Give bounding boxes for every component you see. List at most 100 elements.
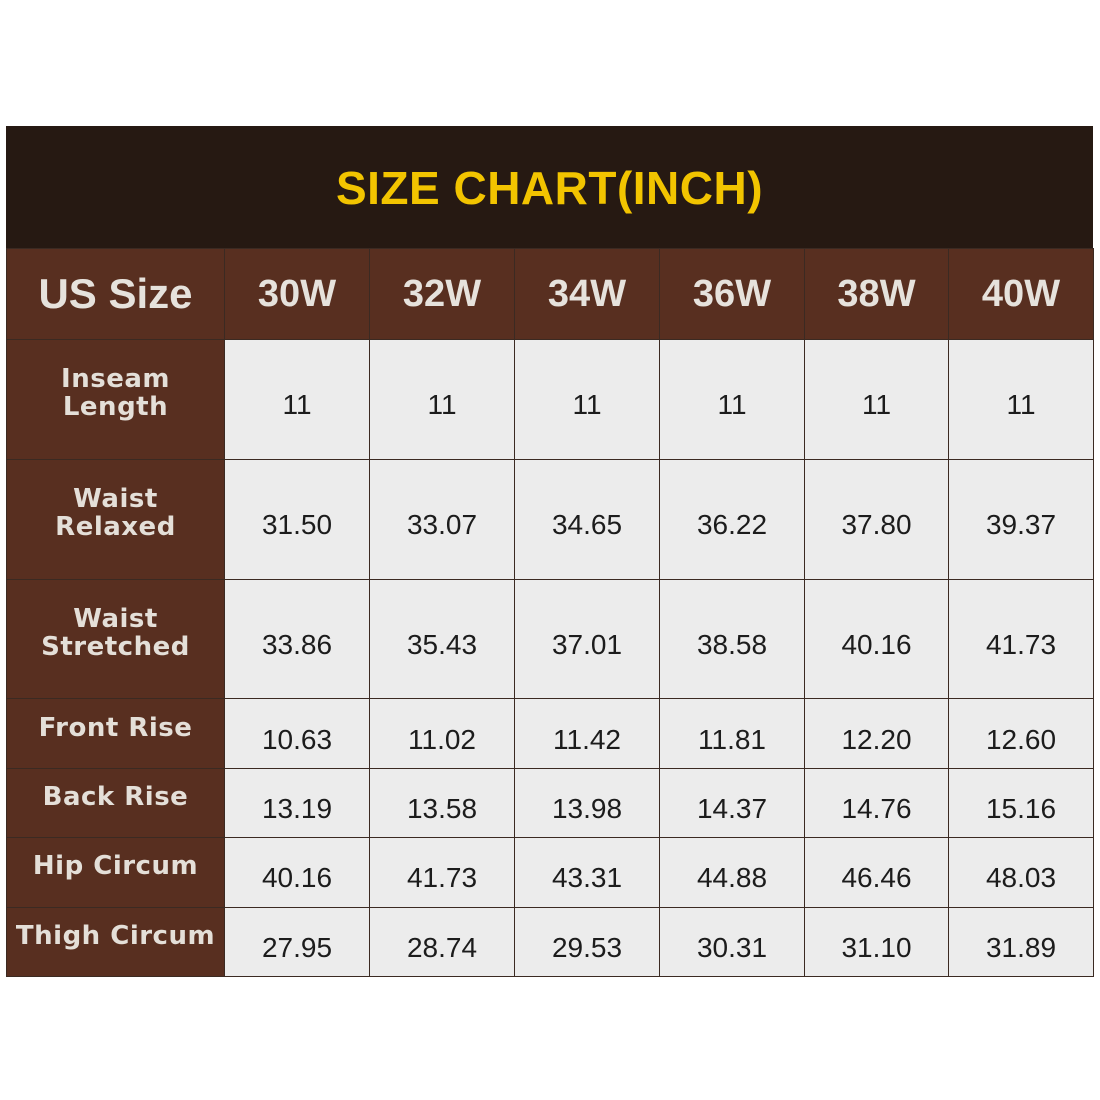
cell-value: 46.46 — [841, 862, 912, 894]
table-row: Waist Relaxed 31.50 33.07 34.65 36.22 37.80 39… — [6, 458, 1094, 580]
row-label: Front Rise — [6, 698, 225, 769]
header-size: 36W — [659, 248, 805, 340]
cell-value: 11 — [1006, 389, 1036, 421]
cell-value: 29.53 — [551, 931, 623, 963]
table-cell: 38.58 — [659, 578, 805, 700]
table-cell: 40.16 — [224, 837, 370, 908]
cell-value: 11.02 — [408, 723, 476, 755]
table-cell: 46.46 — [804, 837, 949, 908]
table-cell: 30.31 — [659, 906, 805, 978]
table-cell: 40.16 — [804, 578, 949, 700]
row-label-text: Waist Stretched — [41, 604, 190, 663]
cell-value: 33.07 — [406, 509, 478, 541]
header-size: 32W — [369, 248, 515, 340]
row-label-text: Back Rise — [42, 782, 189, 813]
cell-value: 11 — [861, 389, 892, 421]
table-cell: 13.58 — [369, 767, 515, 839]
table-cell: 33.86 — [224, 578, 370, 700]
table-cell: 28.74 — [369, 906, 515, 978]
table-row: Inseam Length 11 11 11 11 11 11 — [6, 339, 1094, 460]
table-cell: 13.98 — [514, 767, 660, 839]
cell-value: 11.42 — [553, 723, 621, 755]
cell-value: 44.88 — [696, 862, 768, 894]
cell-value: 37.01 — [551, 629, 623, 661]
cell-value: 11 — [282, 389, 312, 421]
table-cell: 39.37 — [948, 458, 1094, 580]
table-cell: 14.37 — [659, 767, 805, 839]
cell-value: 40.16 — [261, 862, 333, 894]
table-cell: 41.73 — [369, 837, 515, 908]
header-us-size-label: US Size — [6, 248, 225, 340]
title-bar: SIZE CHART(INCH) — [6, 126, 1093, 248]
header-row: US Size 30W 32W 34W 36W 38W 40W — [6, 248, 1094, 340]
cell-value: 11 — [717, 389, 747, 421]
table-cell: 44.88 — [659, 837, 805, 908]
cell-value: 31.89 — [985, 931, 1057, 963]
cell-value: 15.16 — [985, 793, 1057, 825]
table-cell: 43.31 — [514, 837, 660, 908]
table-cell: 15.16 — [948, 767, 1094, 839]
table-cell: 11 — [659, 339, 805, 460]
table-cell: 27.95 — [224, 906, 370, 978]
table-cell: 11 — [948, 339, 1094, 460]
cell-value: 31.50 — [261, 509, 333, 541]
size-table: US Size 30W 32W 34W 36W 38W 40W Inseam L… — [6, 248, 1094, 978]
table-cell: 12.60 — [948, 698, 1094, 769]
table-cell: 14.76 — [804, 767, 949, 839]
table-cell: 41.73 — [948, 578, 1094, 700]
cell-value: 41.73 — [406, 862, 478, 894]
cell-value: 10.63 — [261, 723, 333, 755]
cell-value: 27.95 — [261, 931, 333, 963]
cell-value: 12.20 — [841, 723, 912, 755]
cell-value: 14.76 — [841, 793, 912, 825]
row-label: Waist Stretched — [6, 578, 225, 700]
row-label-text: Hip Circum — [32, 851, 199, 882]
table-cell: 11.81 — [659, 698, 805, 769]
cell-value: 40.16 — [841, 629, 912, 661]
row-label-text: Waist Relaxed — [55, 484, 176, 543]
table-cell: 11 — [804, 339, 949, 460]
size-chart: SIZE CHART(INCH) US Size 30W 32W 34W 36W… — [6, 126, 1094, 978]
table-cell: 37.80 — [804, 458, 949, 580]
table-row: Back Rise 13.19 13.58 13.98 14.37 14.76 15.16 — [6, 767, 1094, 839]
table-cell: 13.19 — [224, 767, 370, 839]
row-label: Back Rise — [6, 767, 225, 839]
row-label: Inseam Length — [6, 339, 225, 460]
cell-value: 30.31 — [696, 931, 768, 963]
table-cell: 37.01 — [514, 578, 660, 700]
cell-value: 39.37 — [985, 509, 1057, 541]
cell-value: 12.60 — [985, 723, 1057, 755]
cell-value: 11.81 — [698, 723, 766, 755]
row-label-text: Inseam Length — [61, 364, 170, 423]
table-cell: 33.07 — [369, 458, 515, 580]
cell-value: 14.37 — [696, 793, 768, 825]
cell-value: 43.31 — [551, 862, 623, 894]
table-cell: 11.42 — [514, 698, 660, 769]
table-cell: 36.22 — [659, 458, 805, 580]
row-label: Waist Relaxed — [6, 458, 225, 580]
table-cell: 34.65 — [514, 458, 660, 580]
cell-value: 11 — [572, 389, 602, 421]
table-row: Waist Stretched 33.86 35.43 37.01 38.58 40.16… — [6, 578, 1094, 700]
table-cell: 11 — [224, 339, 370, 460]
cell-value: 35.43 — [406, 629, 478, 661]
cell-value: 34.65 — [551, 509, 623, 541]
table-cell: 11 — [514, 339, 660, 460]
cell-value: 33.86 — [261, 629, 333, 661]
row-label-text: Front Rise — [38, 712, 193, 743]
cell-value: 13.98 — [551, 793, 623, 825]
table-cell: 11.02 — [369, 698, 515, 769]
cell-value: 28.74 — [406, 931, 478, 963]
table-cell: 31.89 — [948, 906, 1094, 978]
header-size: 40W — [948, 248, 1094, 340]
table-cell: 11 — [369, 339, 515, 460]
cell-value: 13.19 — [261, 793, 333, 825]
cell-value: 37.80 — [841, 509, 912, 541]
cell-value: 13.58 — [406, 793, 478, 825]
cell-value: 38.58 — [696, 629, 768, 661]
table-cell: 31.50 — [224, 458, 370, 580]
row-label: Hip Circum — [6, 837, 225, 908]
table-cell: 31.10 — [804, 906, 949, 978]
table-row: Hip Circum 40.16 41.73 43.31 44.88 46.46 48.03 — [6, 837, 1094, 908]
table-cell: 35.43 — [369, 578, 515, 700]
